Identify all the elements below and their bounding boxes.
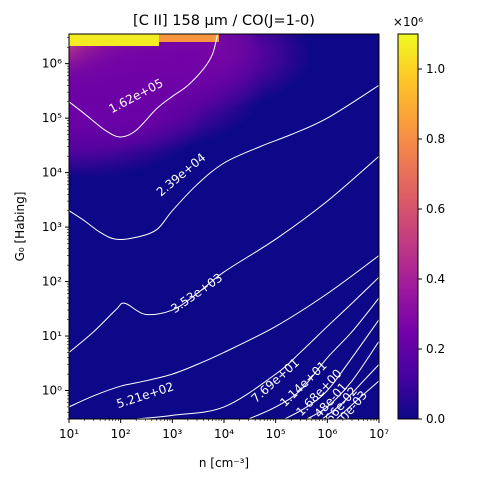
x-tick-label: 10¹ <box>59 427 79 441</box>
heatmap-hot-region <box>69 34 312 179</box>
colorbar-tick-label: 0.0 <box>426 412 445 426</box>
colorbar-tick-label: 0.2 <box>426 342 445 356</box>
x-axis-label: n [cm⁻³] <box>199 456 249 470</box>
x-tick-label: 10⁷ <box>369 427 389 441</box>
contour-line <box>248 297 379 419</box>
plot-area: 1.62e+052.39e+043.53e+035.21e+02 7.69e+01… <box>68 33 380 420</box>
colorbar-tick-label: 0.4 <box>426 272 445 286</box>
contour-line <box>306 341 379 419</box>
contour-lines <box>69 34 379 419</box>
y-tick-label: 10⁰ <box>42 384 62 398</box>
x-axis: 10¹ 10² 10³ 10⁴ 10⁵ 10⁶ 10⁷ <box>59 419 389 441</box>
contour-line <box>69 255 379 408</box>
x-tick-label: 10⁵ <box>266 427 286 441</box>
y-tick-label: 10² <box>42 275 62 289</box>
chart-title: [C II] 158 μm / CO(J=1-0) <box>133 13 315 29</box>
colorbar-gradient <box>398 34 418 419</box>
colorbar-tick-label: 0.8 <box>426 132 445 146</box>
contour-line <box>69 155 379 353</box>
colorbar-tick-label: 1.0 <box>426 62 445 76</box>
y-tick-label: 10³ <box>42 220 62 234</box>
y-tick-label: 10¹ <box>42 329 62 343</box>
contour-line <box>322 364 379 419</box>
x-tick-label: 10³ <box>162 427 182 441</box>
colorbar-tick-label: 0.6 <box>426 202 445 216</box>
colorbar-ticks: 0.0 0.2 0.4 0.6 0.8 1.0 <box>418 62 445 426</box>
heatmap-peak-cells <box>159 34 219 42</box>
heatmap-peak-cells <box>69 34 159 46</box>
contour-line <box>69 84 379 240</box>
x-tick-label: 10⁶ <box>317 427 337 441</box>
contour-line <box>69 34 219 138</box>
contour-line <box>284 319 379 419</box>
contour-line <box>336 380 379 419</box>
y-axis-label: G₀ [Habing] <box>13 192 27 262</box>
y-tick-label: 10⁶ <box>42 57 62 71</box>
y-tick-label: 10⁴ <box>42 166 62 180</box>
y-tick-label: 10⁵ <box>42 111 62 125</box>
contour-line <box>136 276 379 419</box>
colorbar: 0.0 0.2 0.4 0.6 0.8 1.0 ×10⁶ <box>393 15 445 426</box>
colorbar-frame <box>397 33 419 420</box>
y-axis: 10⁰ 10¹ 10² 10³ 10⁴ 10⁵ 10⁶ <box>42 37 69 420</box>
x-tick-label: 10⁴ <box>214 427 234 441</box>
heatmap-hot-spot <box>69 34 262 152</box>
colorbar-multiplier: ×10⁶ <box>393 15 423 29</box>
x-tick-label: 10² <box>111 427 131 441</box>
